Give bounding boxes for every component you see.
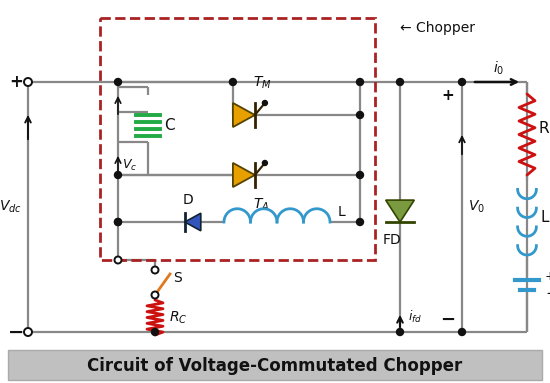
- Text: $T_M$: $T_M$: [253, 75, 272, 91]
- Circle shape: [24, 328, 32, 336]
- Text: FD: FD: [383, 233, 402, 247]
- Polygon shape: [185, 213, 201, 231]
- Text: +: +: [545, 270, 550, 283]
- Circle shape: [114, 218, 122, 226]
- Text: Circuit of Voltage-Commutated Chopper: Circuit of Voltage-Commutated Chopper: [87, 357, 463, 375]
- Circle shape: [151, 291, 158, 298]
- Polygon shape: [233, 163, 255, 187]
- Circle shape: [24, 78, 32, 86]
- Text: +: +: [9, 73, 23, 91]
- Circle shape: [114, 257, 122, 264]
- Text: C: C: [164, 118, 175, 133]
- Text: ← Chopper: ← Chopper: [400, 21, 475, 35]
- Circle shape: [459, 329, 465, 336]
- Circle shape: [151, 329, 158, 336]
- Circle shape: [397, 329, 404, 336]
- Circle shape: [262, 100, 267, 105]
- Text: R: R: [539, 121, 549, 136]
- Text: −: −: [441, 311, 455, 329]
- Text: $V_{dc}$: $V_{dc}$: [0, 199, 21, 215]
- Text: +: +: [442, 88, 454, 103]
- FancyBboxPatch shape: [8, 350, 542, 380]
- Polygon shape: [233, 103, 255, 127]
- Text: D: D: [183, 193, 194, 207]
- Circle shape: [229, 79, 236, 85]
- Text: S: S: [173, 271, 182, 285]
- Circle shape: [151, 267, 158, 273]
- Text: L: L: [541, 210, 549, 225]
- Polygon shape: [386, 200, 414, 222]
- Text: $i_0$: $i_0$: [493, 59, 505, 77]
- Text: $T_A$: $T_A$: [253, 197, 270, 213]
- Text: $i_{fd}$: $i_{fd}$: [408, 309, 422, 325]
- Circle shape: [356, 172, 364, 178]
- Circle shape: [356, 111, 364, 118]
- Text: $R_C$: $R_C$: [169, 309, 188, 326]
- Text: −: −: [8, 322, 24, 342]
- Circle shape: [356, 218, 364, 226]
- Text: $V_c$: $V_c$: [122, 157, 138, 173]
- Text: $V_0$: $V_0$: [468, 199, 485, 215]
- Circle shape: [262, 160, 267, 165]
- Circle shape: [114, 79, 122, 85]
- Text: L: L: [338, 205, 346, 219]
- Circle shape: [114, 172, 122, 178]
- Circle shape: [459, 79, 465, 85]
- Text: −: −: [545, 285, 550, 301]
- Circle shape: [114, 218, 122, 226]
- Circle shape: [397, 79, 404, 85]
- Circle shape: [356, 79, 364, 85]
